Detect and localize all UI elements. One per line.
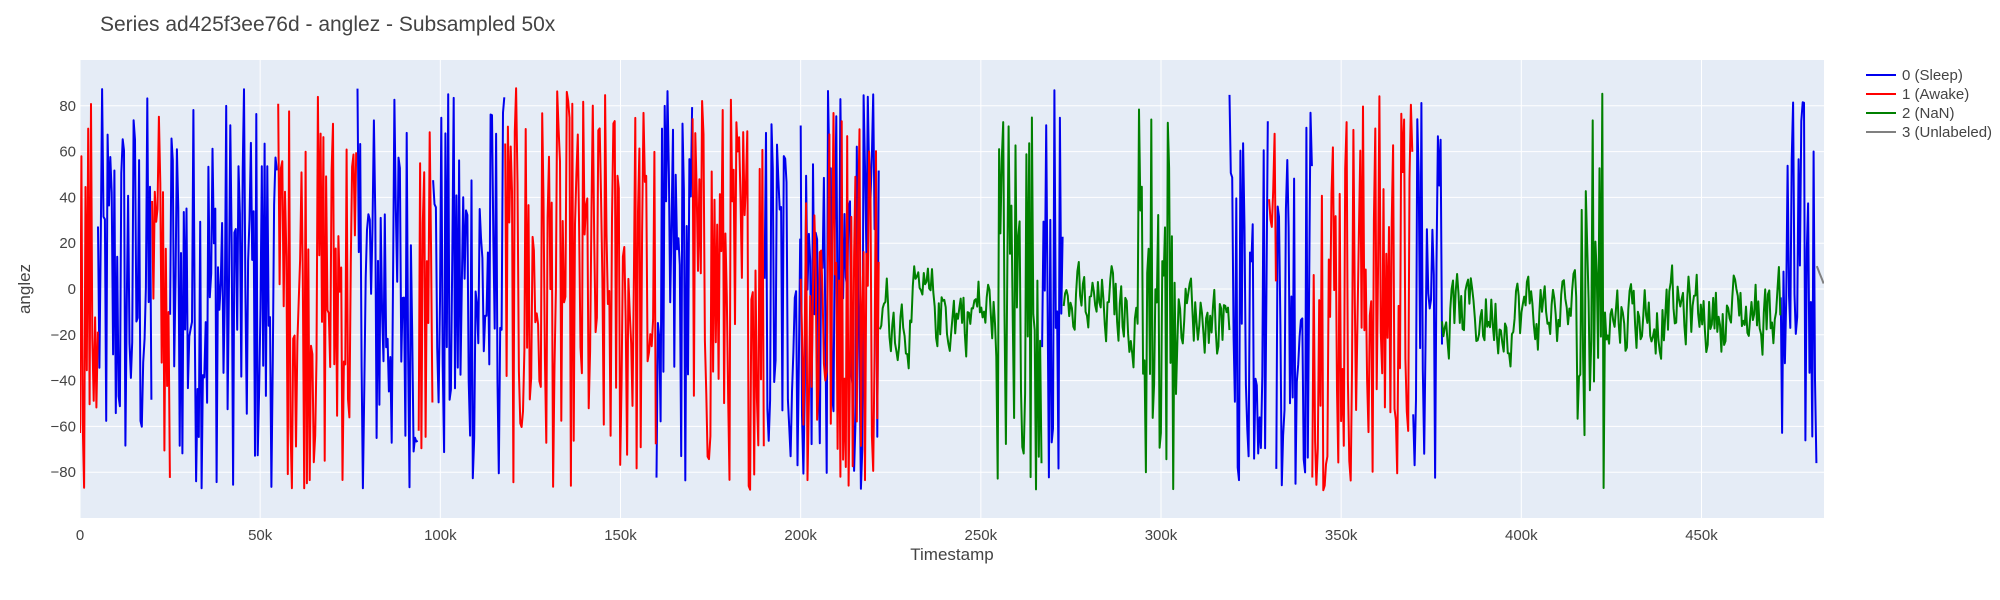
x-tick-label: 200k [784, 527, 817, 544]
series-line-0 [97, 88, 153, 447]
y-tick-label: −20 [51, 327, 76, 344]
x-axis-title: Timestamp [910, 545, 993, 564]
x-tick-label: 150k [604, 527, 637, 544]
legend-item-label[interactable]: 0 (Sleep) [1902, 67, 1963, 84]
series-line-0 [356, 88, 419, 490]
x-axis-ticks: 0 50k 100k 150k 200k 250k 300k 350k 400k 450k [76, 527, 1718, 544]
series-2 [878, 92, 1782, 491]
series-line-0 [1228, 94, 1269, 482]
legend[interactable]: 0 (Sleep) 1 (Awake) 2 (NaN) 3 (Unlabeled) [1866, 67, 1992, 141]
x-tick-label: 450k [1685, 527, 1718, 544]
series-line-0 [1275, 111, 1313, 487]
series-line-1 [277, 95, 358, 490]
series-line-1 [799, 112, 880, 487]
series-line-1 [1311, 95, 1414, 492]
series-3 [1815, 265, 1824, 284]
series-lines [80, 87, 1824, 492]
x-tick-label: 100k [424, 527, 457, 544]
series-line-0 [1041, 89, 1064, 479]
y-axis-ticks: −80 −60 −40 −20 0 20 40 60 80 [51, 98, 76, 481]
x-tick-label: 50k [248, 527, 273, 544]
series-line-1 [504, 87, 657, 488]
series-line-0 [655, 90, 694, 482]
legend-item-label[interactable]: 3 (Unlabeled) [1902, 124, 1992, 141]
series-line-2 [1062, 108, 1231, 491]
y-tick-label: 40 [59, 189, 76, 206]
series-line-1 [691, 98, 765, 491]
series-line-3 [1815, 265, 1824, 284]
legend-item-label[interactable]: 2 (NaN) [1902, 105, 1955, 122]
y-tick-label: 60 [59, 144, 76, 161]
series-line-0 [432, 93, 506, 480]
series-line-1 [151, 115, 171, 478]
y-tick-label: 80 [59, 98, 76, 115]
x-tick-label: 400k [1505, 527, 1538, 544]
series-line-2 [1441, 92, 1782, 489]
y-tick-label: 0 [68, 281, 76, 298]
x-tick-label: 250k [965, 527, 998, 544]
series-1 [80, 87, 1414, 492]
chart-title: Series ad425f3ee76d - anglez - Subsample… [100, 13, 556, 36]
series-0 [97, 88, 1818, 490]
x-tick-label: 300k [1145, 527, 1178, 544]
series-line-0 [1779, 101, 1818, 464]
x-tick-label: 0 [76, 527, 84, 544]
x-tick-label: 350k [1325, 527, 1358, 544]
legend-item-label[interactable]: 1 (Awake) [1902, 86, 1969, 103]
y-tick-label: −80 [51, 464, 76, 481]
series-line-0 [1412, 102, 1443, 479]
y-tick-label: 20 [59, 235, 76, 252]
series-line-0 [169, 88, 278, 490]
y-tick-label: −40 [51, 373, 76, 390]
y-axis-title: anglez [15, 264, 34, 314]
series-line-0 [763, 123, 802, 467]
series-line-1 [417, 131, 434, 450]
series-line-2 [878, 116, 1043, 491]
y-tick-label: −60 [51, 418, 76, 435]
series-line-1 [80, 103, 99, 489]
series-line-1 [1268, 132, 1277, 282]
